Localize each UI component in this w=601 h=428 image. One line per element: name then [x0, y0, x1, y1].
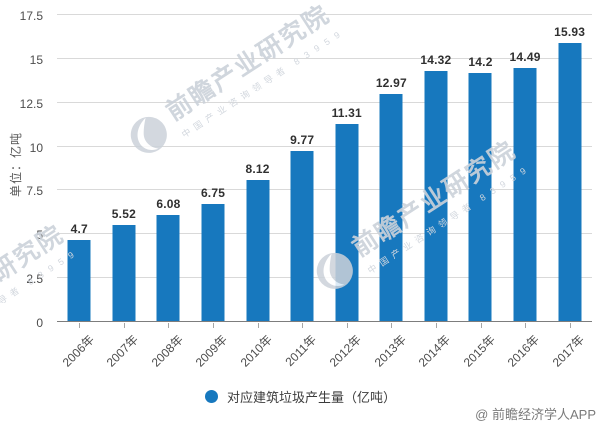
gridline — [57, 145, 592, 147]
gridline — [57, 101, 592, 103]
x-tick — [480, 323, 482, 328]
bar[interactable] — [246, 179, 270, 322]
x-tick-label: 2008年 — [148, 332, 186, 370]
bar-value-label: 11.31 — [331, 105, 362, 120]
bar[interactable] — [335, 123, 359, 322]
legend: 对应建筑垃圾产生量（亿吨） — [0, 387, 601, 406]
y-tick-label: 12.5 — [19, 96, 43, 111]
x-axis-ticks — [57, 322, 592, 328]
bar-value-label: 14.49 — [509, 49, 541, 64]
bar[interactable] — [379, 94, 403, 322]
y-tick-label: 10 — [29, 140, 43, 155]
x-tick-label: 2016年 — [505, 332, 543, 370]
gridline — [57, 57, 592, 59]
bar-column: 6.08 — [146, 15, 191, 322]
x-tick-label: 2011年 — [282, 332, 320, 370]
bar-value-label: 12.97 — [375, 76, 407, 91]
bar[interactable] — [558, 42, 582, 322]
x-tick-label: 2012年 — [326, 332, 365, 370]
bar[interactable] — [468, 72, 492, 322]
x-tick-label: 2006年 — [59, 332, 97, 370]
plot-area: 4.7 5.52 6.08 6.75 8.12 9.77 11.31 12.97 14.32 14… — [57, 14, 592, 322]
bar-value-label: 14.32 — [420, 52, 452, 67]
x-tick — [213, 323, 215, 328]
x-tick-label: 2013年 — [371, 332, 409, 370]
y-tick-label: 0 — [36, 316, 43, 330]
bar-column: 12.97 — [369, 15, 414, 322]
x-tick-label: 2017年 — [549, 332, 588, 370]
bar-value-label: 14.2 — [468, 54, 493, 69]
x-tick — [346, 323, 348, 328]
x-tick — [302, 323, 304, 328]
x-tick — [79, 323, 81, 328]
gridline — [57, 189, 592, 191]
bar[interactable] — [424, 70, 448, 322]
legend-label[interactable]: 对应建筑垃圾产生量（亿吨） — [226, 390, 396, 405]
x-tick — [435, 323, 437, 328]
y-tick-label: 5 — [36, 228, 43, 243]
bar[interactable] — [201, 203, 225, 322]
x-tick-label: 2009年 — [193, 332, 231, 370]
bar-column: 15.93 — [547, 15, 592, 322]
bar-value-label: 6.08 — [156, 197, 181, 212]
bar[interactable] — [513, 67, 537, 322]
y-tick-label: 17.5 — [19, 9, 43, 23]
x-tick-label: 2010年 — [237, 332, 275, 370]
bar-column: 14.49 — [503, 15, 548, 322]
x-axis-labels: 2006年 2007年 2008年 2009年 2010年 2011年 2012年 2013年… — [57, 323, 592, 369]
bar-value-label: 5.52 — [111, 207, 136, 222]
y-tick-label: 15 — [29, 52, 43, 67]
bar-value-label: 15.93 — [554, 24, 586, 39]
bar[interactable] — [156, 215, 180, 322]
gridline — [57, 233, 592, 235]
bar-column: 6.75 — [191, 15, 236, 322]
bar-column: 4.7 — [57, 15, 102, 322]
bar[interactable] — [112, 225, 136, 322]
bar-column: 11.31 — [324, 15, 369, 322]
x-tick — [525, 323, 527, 328]
bar-column: 14.32 — [414, 15, 459, 322]
bar-series: 4.7 5.52 6.08 6.75 8.12 9.77 11.31 12.97 14.32 14… — [57, 15, 592, 322]
gridline — [57, 14, 592, 15]
credit-text: @ 前瞻经济学人APP — [475, 407, 596, 422]
y-axis: 0 2.5 5 7.5 10 12.5 15 17.5 — [0, 9, 49, 330]
y-tick-label: 7.5 — [26, 184, 43, 199]
x-tick-label: 2015年 — [460, 332, 498, 370]
bar-value-label: 8.12 — [245, 161, 270, 176]
x-tick — [391, 323, 393, 328]
x-axis-line — [57, 321, 592, 322]
bar-value-label: 9.77 — [290, 132, 315, 147]
bar-column: 14.2 — [458, 15, 503, 322]
y-tick-label: 2.5 — [26, 272, 43, 287]
bar-value-label: 4.7 — [70, 221, 88, 236]
x-tick — [123, 323, 125, 328]
x-tick — [168, 323, 170, 328]
bar[interactable] — [290, 150, 314, 322]
x-tick-label: 2007年 — [103, 332, 142, 370]
legend-marker-icon[interactable] — [204, 390, 218, 403]
x-tick — [569, 323, 571, 328]
bar-value-label: 6.75 — [200, 185, 226, 200]
bar-column: 9.77 — [280, 15, 325, 322]
bar-column: 8.12 — [235, 15, 280, 322]
x-tick-label: 2014年 — [416, 332, 454, 370]
x-tick — [257, 323, 259, 328]
bar[interactable] — [67, 239, 91, 322]
bar-column: 5.52 — [102, 15, 147, 322]
